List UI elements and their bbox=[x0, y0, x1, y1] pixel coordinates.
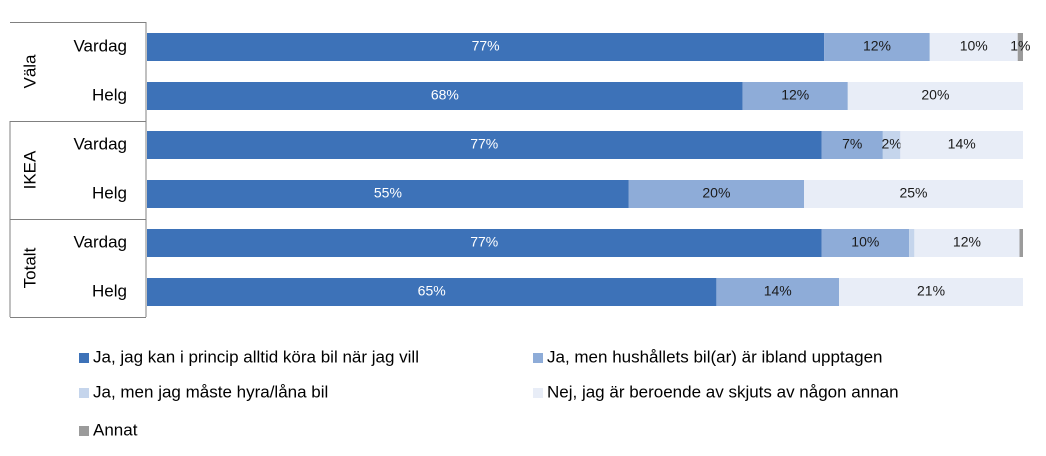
data-label-s0-r5: 65% bbox=[418, 283, 446, 299]
data-label-s1-r0: 12% bbox=[863, 38, 891, 54]
bar-segment-s3-r5 bbox=[839, 278, 1023, 306]
data-label-s3-r1: 20% bbox=[921, 87, 949, 103]
legend-swatch-1 bbox=[533, 353, 543, 363]
data-label-s0-r3: 55% bbox=[374, 185, 402, 201]
data-label-s1-r5: 14% bbox=[764, 283, 792, 299]
data-label-s0-r4: 77% bbox=[470, 234, 498, 250]
row-label-helg: Helg bbox=[92, 281, 127, 300]
legend-label-4: Annat bbox=[93, 420, 138, 439]
data-label-s3-r4: 12% bbox=[953, 234, 981, 250]
bar-segment-s0-r3 bbox=[147, 180, 629, 208]
legend-swatch-4 bbox=[79, 426, 89, 436]
bar-segment-s0-r2 bbox=[147, 131, 822, 159]
row-label-helg: Helg bbox=[92, 183, 127, 202]
data-label-s1-r4: 10% bbox=[851, 234, 879, 250]
bar-segment-s4-r4 bbox=[1019, 229, 1023, 257]
data-label-s3-r3: 25% bbox=[899, 185, 927, 201]
data-label-s0-r2: 77% bbox=[470, 136, 498, 152]
bar-segment-s1-r0 bbox=[824, 33, 930, 61]
data-label-s2-r2: 2% bbox=[881, 136, 901, 152]
legend-label-3: Nej, jag är beroende av skjuts av någon … bbox=[547, 382, 899, 401]
legend-swatch-3 bbox=[533, 388, 543, 398]
data-label-s3-r0: 10% bbox=[960, 38, 988, 54]
data-label-s4-r0: 1% bbox=[1010, 38, 1030, 54]
row-label-vardag: Vardag bbox=[73, 36, 127, 55]
data-label-s3-r2: 14% bbox=[948, 136, 976, 152]
bar-segment-s0-r1 bbox=[147, 82, 743, 110]
bar-segment-s0-r0 bbox=[147, 33, 825, 61]
group-label-väla: Väla bbox=[20, 54, 39, 89]
bar-segment-s1-r4 bbox=[821, 229, 910, 257]
data-label-s1-r1: 12% bbox=[781, 87, 809, 103]
row-label-vardag: Vardag bbox=[73, 232, 127, 251]
data-label-s3-r5: 21% bbox=[917, 283, 945, 299]
legend-swatch-0 bbox=[79, 353, 89, 363]
bar-segment-s3-r2 bbox=[900, 131, 1023, 159]
bar-segment-s1-r1 bbox=[742, 82, 848, 110]
bar-segment-s2-r2 bbox=[882, 131, 901, 159]
bar-segment-s3-r4 bbox=[914, 229, 1020, 257]
group-label-totalt: Totalt bbox=[20, 247, 39, 288]
bar-segment-s4-r0 bbox=[1017, 33, 1023, 61]
data-label-s1-r3: 20% bbox=[702, 185, 730, 201]
bar-segment-s0-r5 bbox=[147, 278, 717, 306]
group-label-ikea: IKEA bbox=[20, 150, 39, 189]
bar-segment-s1-r5 bbox=[716, 278, 840, 306]
row-label-helg: Helg bbox=[92, 85, 127, 104]
legend-label-2: Ja, men jag måste hyra/låna bil bbox=[93, 382, 328, 401]
bar-segment-s3-r3 bbox=[804, 180, 1023, 208]
legend-label-0: Ja, jag kan i princip alltid köra bil nä… bbox=[93, 347, 419, 366]
bar-segment-s1-r3 bbox=[628, 180, 804, 208]
data-label-s1-r2: 7% bbox=[842, 136, 862, 152]
data-label-s0-r0: 77% bbox=[472, 38, 500, 54]
bar-segment-s1-r2 bbox=[821, 131, 883, 159]
legend-swatch-2 bbox=[79, 388, 89, 398]
row-label-vardag: Vardag bbox=[73, 134, 127, 153]
bar-segment-s3-r1 bbox=[847, 82, 1023, 110]
legend-label-1: Ja, men hushållets bil(ar) är ibland upp… bbox=[547, 347, 882, 366]
data-label-s0-r1: 68% bbox=[431, 87, 459, 103]
bar-segment-s3-r0 bbox=[929, 33, 1018, 61]
bar-segment-s2-r4 bbox=[909, 229, 915, 257]
bar-segment-s0-r4 bbox=[147, 229, 822, 257]
